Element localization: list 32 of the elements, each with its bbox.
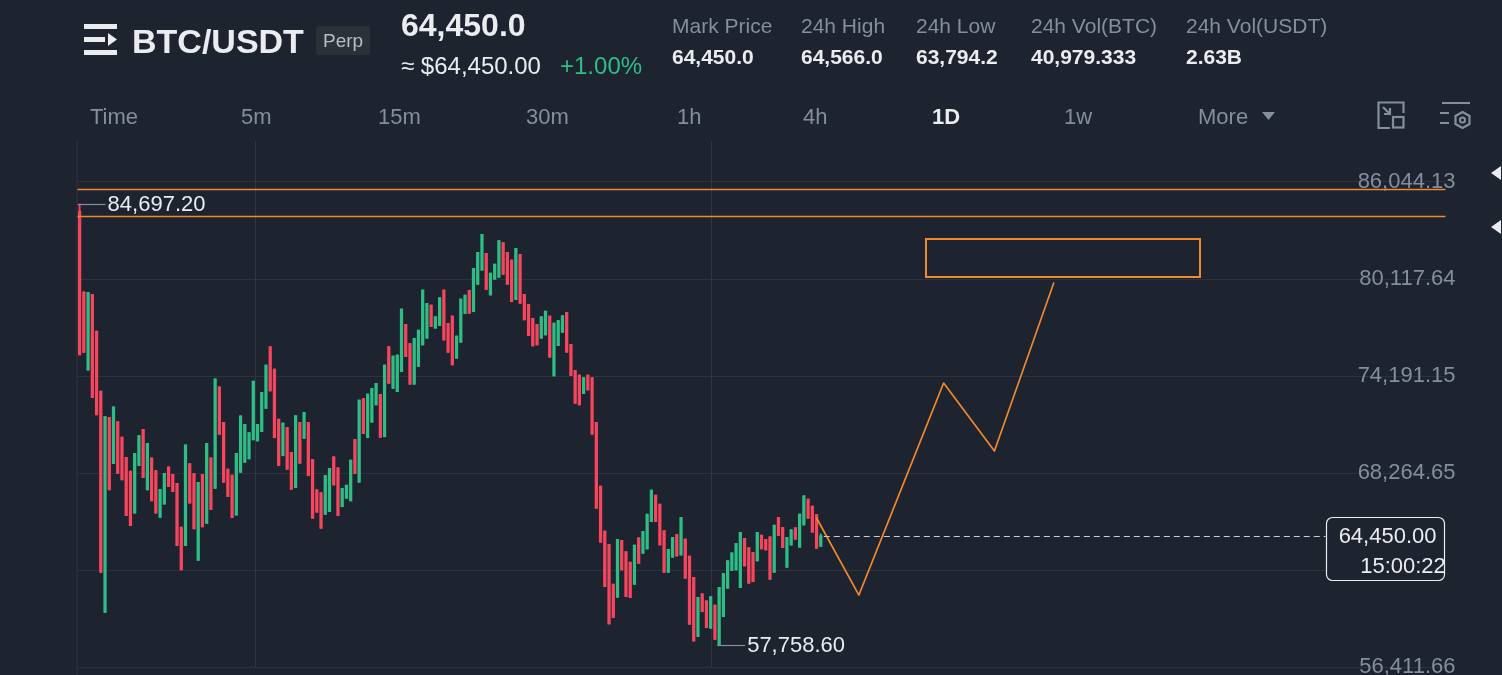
annotation: 15:00:22	[1360, 553, 1446, 578]
text: 24h Vol(USDT)	[1186, 13, 1328, 37]
text: 4h	[803, 104, 828, 129]
y-tick-label: 80,117.64	[1359, 265, 1456, 291]
text: Perp	[316, 25, 371, 55]
chart-title: BTC/USDT	[132, 22, 304, 60]
text: 30m	[526, 104, 569, 129]
text: Mark Price	[672, 13, 773, 37]
y-tick-label: 74,191.15	[1357, 362, 1456, 388]
text: Time	[90, 104, 139, 129]
annotation: 57,758.60	[747, 631, 846, 657]
text: 5m	[241, 104, 272, 129]
annotation: 84,697.20	[107, 190, 206, 216]
text: 24h Low	[916, 13, 996, 37]
text: 64,566.0	[801, 44, 883, 68]
text: 24h High	[801, 13, 886, 37]
text: 64,450.0	[401, 7, 526, 43]
ref-line-label: 64,450.00	[1338, 522, 1437, 548]
text: 1w	[1064, 104, 1093, 129]
text: 64,450.0	[672, 44, 754, 68]
text: More	[1198, 104, 1249, 129]
text: 2.63B	[1186, 44, 1243, 68]
y-tick-label: 68,264.65	[1357, 459, 1456, 485]
text: 24h Vol(BTC)	[1031, 13, 1158, 37]
text: 63,794.2	[916, 44, 998, 68]
text: 15m	[378, 104, 421, 129]
text: +1.00%	[560, 52, 643, 79]
text: ≈ $64,450.00	[401, 52, 541, 79]
text: 1h	[677, 104, 702, 129]
text: 40,979.333	[1031, 44, 1137, 68]
text: 1D	[932, 104, 961, 129]
y-tick-label: 86,044.13	[1357, 167, 1456, 193]
